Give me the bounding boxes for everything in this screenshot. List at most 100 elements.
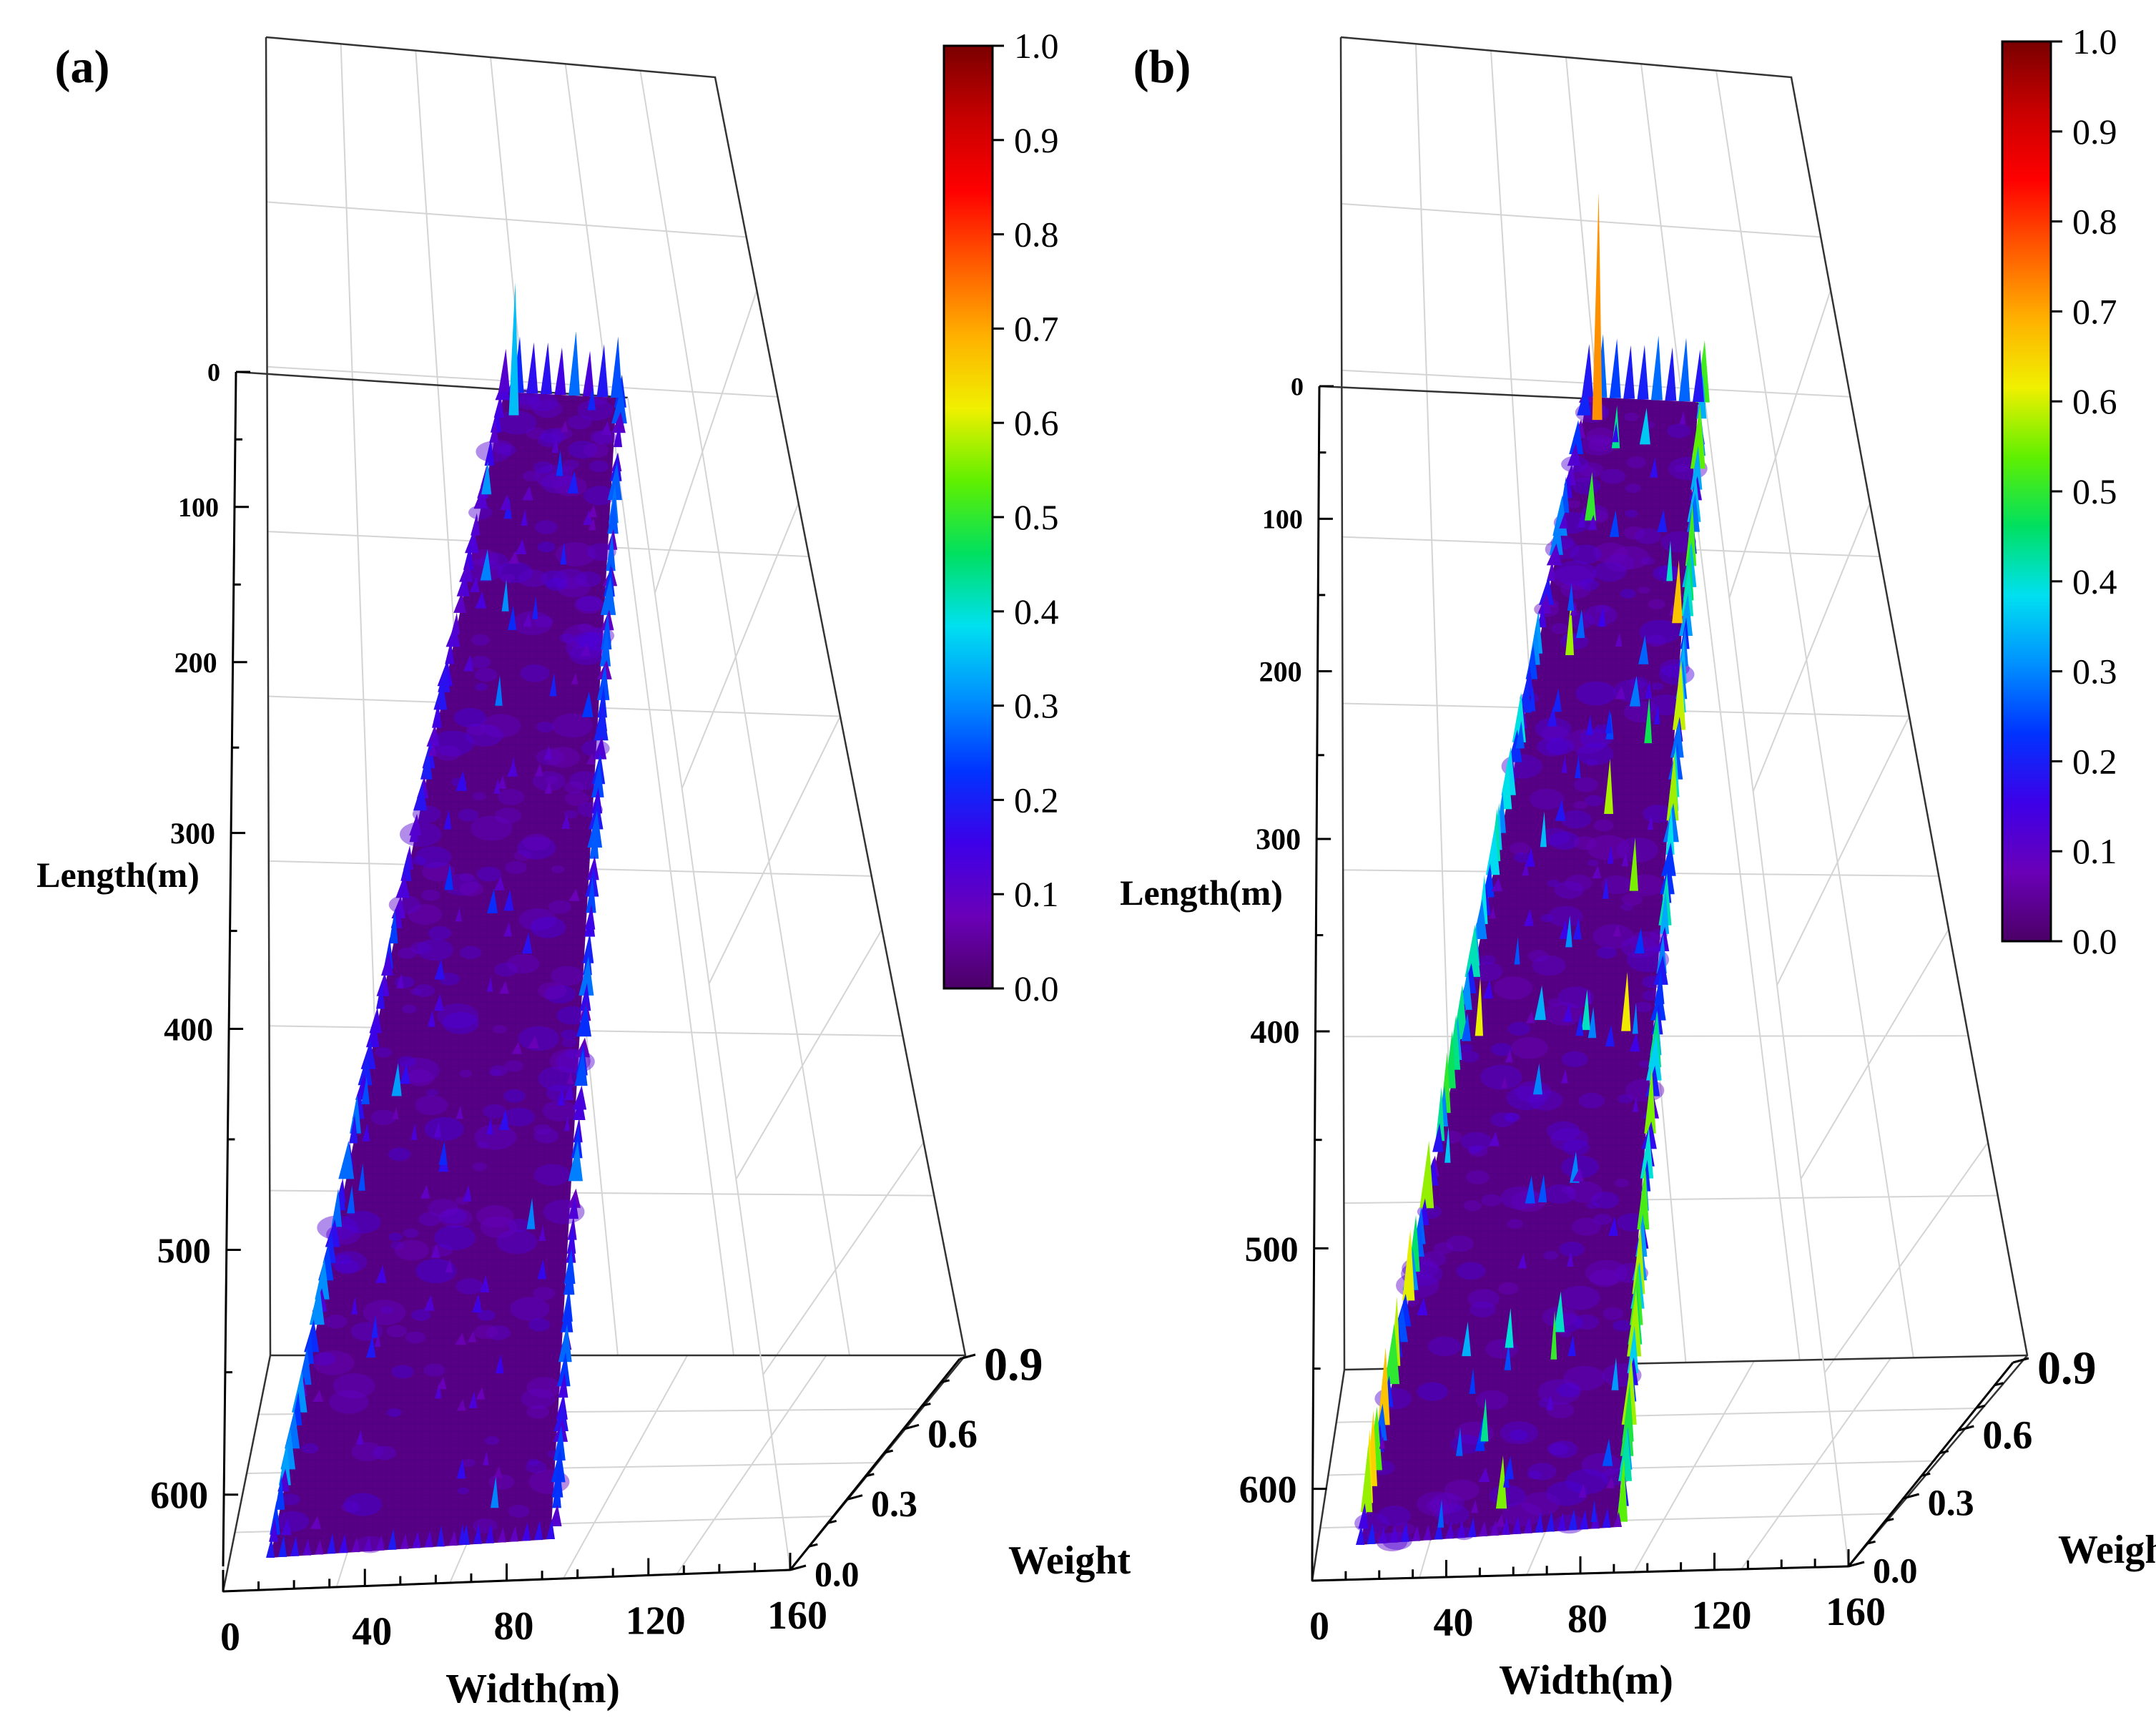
surface-patch — [471, 634, 491, 646]
surface-patch — [1659, 664, 1695, 685]
surface-spike — [325, 1219, 340, 1247]
surface-spike — [586, 877, 596, 913]
surface-patch — [1417, 1382, 1449, 1401]
surface-patch — [1648, 599, 1665, 610]
surface-patch — [388, 1232, 403, 1242]
surface-patch — [528, 393, 558, 412]
surface-patch — [1596, 946, 1617, 959]
surface-spike — [567, 1188, 581, 1208]
surface-spike — [1645, 1065, 1660, 1096]
surface-spike — [1666, 752, 1679, 821]
surface-spike — [1559, 512, 1568, 529]
surface-spike — [561, 813, 570, 829]
surface-patch — [461, 1458, 476, 1467]
surface-spike — [1578, 1483, 1587, 1498]
surface-spike — [1629, 838, 1638, 891]
surface-spike — [412, 1531, 421, 1548]
surface-spike — [453, 591, 466, 613]
surface-spike — [278, 1535, 287, 1557]
surface-patch — [1620, 589, 1636, 599]
surface-patch — [434, 1225, 476, 1250]
length-axis-title: Length(m) — [36, 855, 200, 895]
surface-spike — [369, 1007, 382, 1034]
surface-patch — [280, 1493, 300, 1506]
surface-spike — [563, 1116, 570, 1131]
surface-patch — [1535, 717, 1572, 740]
length-tick-label: 600 — [150, 1474, 208, 1517]
surface-spike — [365, 1021, 380, 1048]
surface-spike — [528, 1036, 539, 1049]
weight-axis-line — [1847, 1362, 2014, 1567]
colorbar-tick-label: 0.9 — [1014, 120, 1059, 160]
surface-patch — [521, 1388, 556, 1409]
surface-patch — [386, 1325, 407, 1337]
surface-patch — [1634, 1001, 1653, 1013]
grid-line — [681, 503, 799, 789]
surface-spike — [1377, 1347, 1390, 1425]
surface-spike — [553, 1425, 566, 1460]
surface-patch — [553, 569, 588, 589]
surface-spike — [410, 1123, 418, 1140]
surface-spike — [456, 573, 470, 597]
surface-spike — [1585, 471, 1596, 521]
surface-spike — [436, 1525, 444, 1547]
surface-patch — [351, 1442, 383, 1461]
surface-spike — [1585, 715, 1593, 735]
surface-spike — [1547, 705, 1557, 727]
surface-spike — [444, 864, 453, 890]
surface-spike — [487, 888, 498, 913]
surface-patch — [411, 1309, 431, 1321]
surface-patch — [1586, 427, 1616, 446]
surface-spike — [499, 981, 509, 994]
surface-patch — [520, 664, 550, 682]
surface-patch — [1527, 1463, 1557, 1481]
surface-patch — [503, 1107, 535, 1126]
surface-spike — [1532, 1063, 1542, 1095]
weight-minor-tick — [1866, 1540, 1876, 1545]
colorbar-tick-label: 0.2 — [1014, 780, 1059, 820]
surface-patch — [532, 771, 566, 791]
surface-patch — [1565, 729, 1608, 754]
surface-spike — [1557, 1513, 1566, 1531]
surface-spike — [428, 742, 437, 757]
surface-spike — [549, 673, 557, 697]
surface-patch — [1537, 1379, 1581, 1405]
surface-patch — [1578, 1093, 1605, 1109]
surface-patch — [526, 1405, 550, 1419]
surface-spike — [508, 605, 516, 630]
grid-line — [1752, 503, 1871, 792]
surface-patch — [418, 1212, 442, 1227]
weight-axis-title: Weight — [2058, 1528, 2156, 1572]
surface-patch — [1573, 1314, 1600, 1330]
length-axis: 0 100 200 300 400 500 600 Length(m) — [36, 358, 250, 1567]
surface-spike — [456, 1106, 463, 1119]
surface-patch — [533, 1164, 571, 1186]
surface-patch — [542, 1100, 577, 1121]
surface-patch — [489, 1069, 501, 1076]
surface-patch — [1585, 1260, 1628, 1285]
surface-patch — [483, 1104, 506, 1119]
surface-spike — [538, 1225, 546, 1241]
surface-patch — [470, 656, 491, 669]
surface-patch — [1629, 677, 1648, 688]
surface-patch — [424, 1117, 464, 1141]
surface-patch — [551, 966, 584, 986]
length-axis-line — [1311, 386, 1321, 1560]
surface-patch — [1621, 893, 1643, 906]
surface-spike — [1540, 811, 1547, 848]
surface-patch — [1540, 828, 1570, 846]
surface-spike — [552, 1474, 561, 1508]
surface-patch — [1625, 509, 1638, 518]
surface-patch — [508, 1218, 531, 1232]
surface-spike — [1613, 924, 1621, 937]
surface-spike — [498, 348, 510, 392]
surface-spike — [597, 685, 607, 718]
surface-patch — [375, 1047, 392, 1058]
surface-spike — [427, 1009, 435, 1027]
surface-spike — [560, 541, 566, 565]
surface-spike — [1621, 971, 1631, 1031]
surface-spike — [479, 1275, 490, 1292]
surface-patch — [1560, 580, 1591, 599]
surface-patch — [1624, 412, 1639, 421]
surface-spike — [1562, 1003, 1572, 1022]
